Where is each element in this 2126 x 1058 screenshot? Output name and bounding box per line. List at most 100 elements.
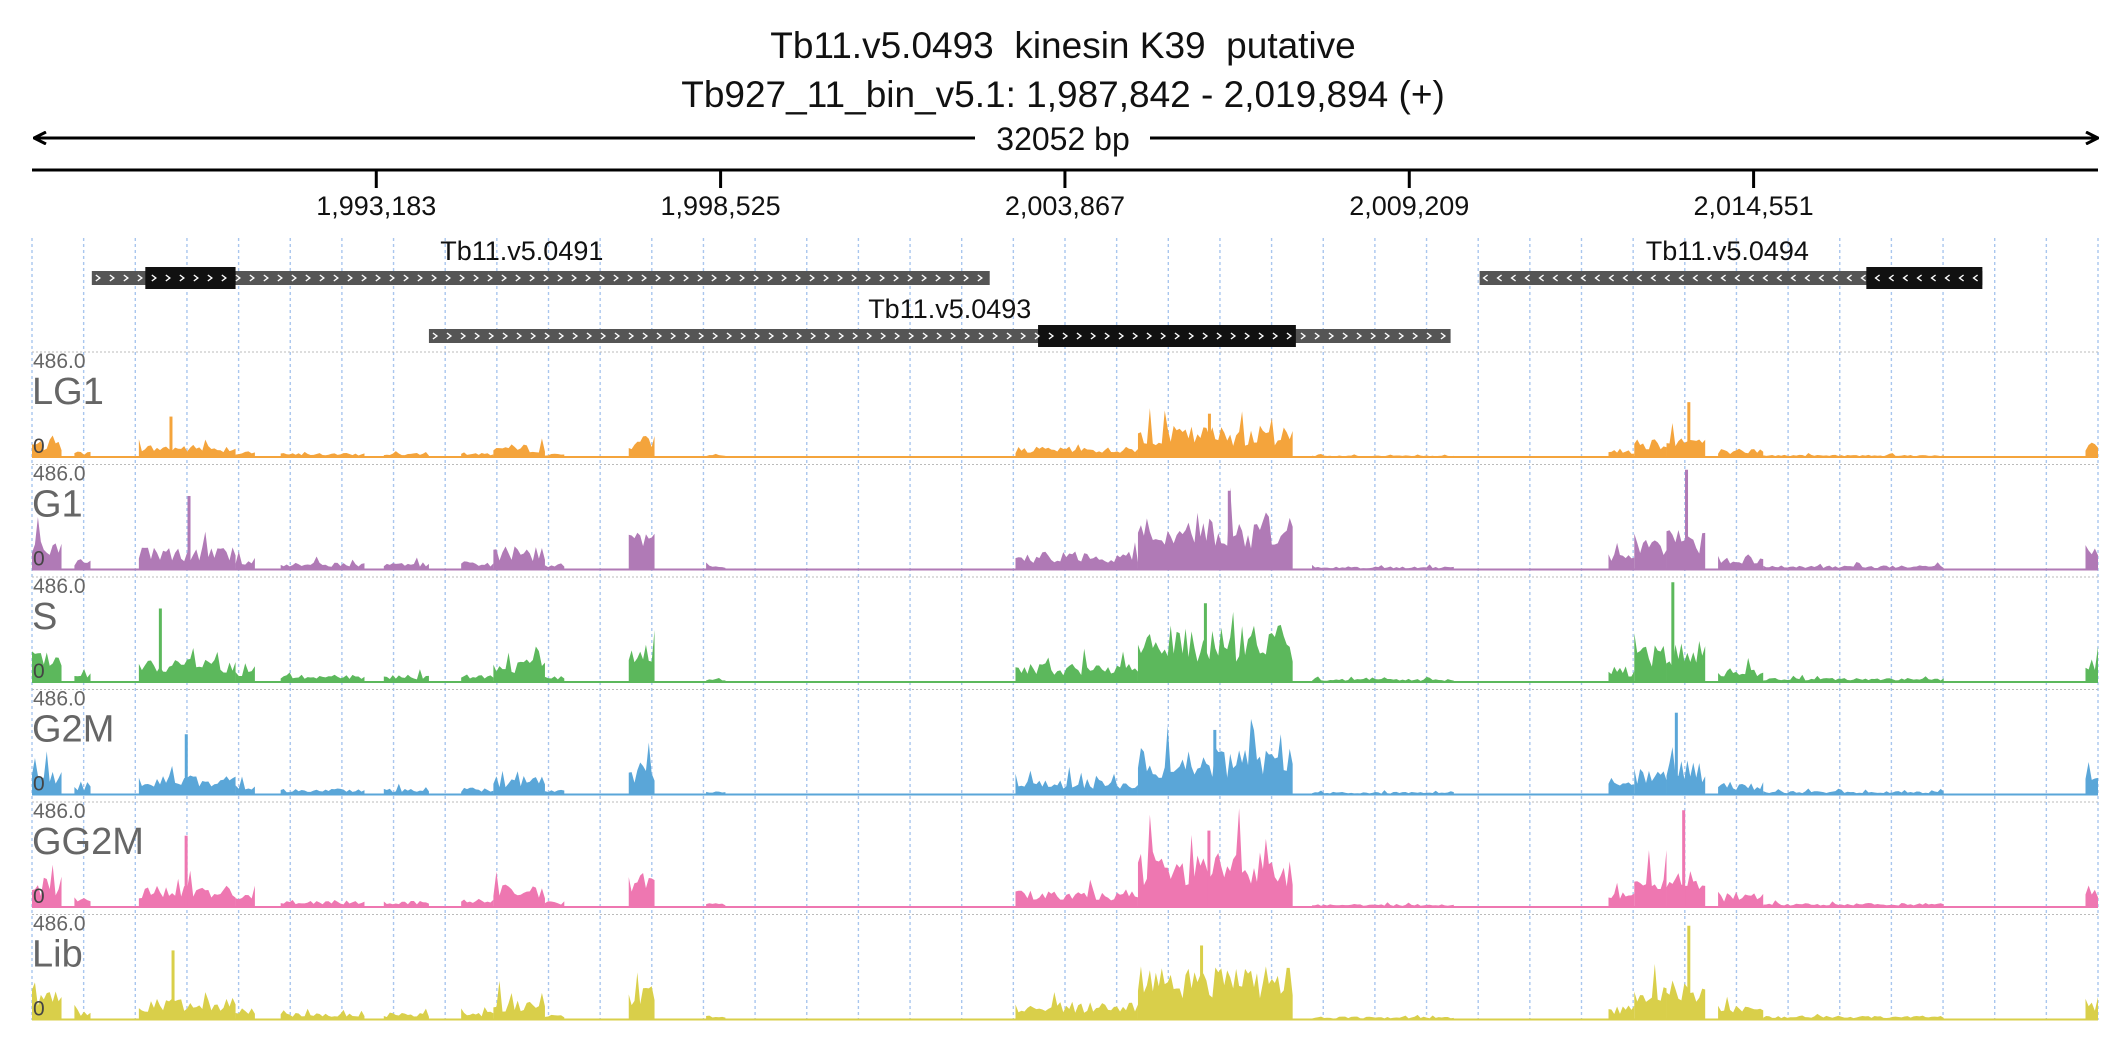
coverage-area [1608,542,1635,570]
coverage-area [1763,674,1944,682]
coverage-area [74,451,91,457]
track-ymin-label: 0 [33,773,45,796]
coverage-area [1718,996,1764,1020]
track-name: G1 [32,484,83,526]
coverage-area [32,751,62,795]
coverage-area [461,898,494,907]
coverage-area [1015,766,1138,795]
gene-model[interactable]: Tb11.v5.0494 [1479,236,1983,289]
coverage-area [32,516,62,570]
coverage-area [1763,900,1944,907]
gene-utr-bar [91,271,990,285]
coverage-area [235,885,255,907]
track-ymin-label: 0 [33,660,45,683]
ruler-tick-label: 2,009,209 [1349,191,1469,221]
track-name: S [32,596,57,638]
coverage-area [2085,442,2098,457]
coverage-area [628,972,655,1020]
track-ymax-label: 486.0 [33,913,86,936]
coverage-area [2085,545,2098,570]
coverage-area [461,561,494,570]
coverage-area [280,556,365,570]
coverage-area [1763,788,1944,795]
coverage-area [1137,808,1293,907]
coverage-area [706,562,726,570]
ruler-tick-label: 1,998,525 [661,191,781,221]
gene-cds-bar [145,267,236,289]
coverage-peak [171,950,175,1020]
coverage-area [280,672,365,682]
coverage-area [1634,768,1667,795]
coverage-peak [1213,729,1217,795]
coverage-peak [169,416,173,457]
coverage-area [383,451,429,457]
ruler-tick-label: 2,014,551 [1694,191,1814,221]
coverage-area [1634,850,1667,907]
coverage-area [74,897,91,907]
coverage-area [138,647,236,682]
coverage-area [1312,1014,1454,1020]
coverage-area [1634,633,1667,682]
gene-model[interactable]: Tb11.v5.0493 [428,294,1451,347]
gene-model[interactable]: Tb11.v5.0491 [91,236,990,289]
coverage-area [383,783,429,795]
figure-title: Tb11.v5.0493 kinesin K39 putative [770,25,1356,66]
gene-label: Tb11.v5.0493 [868,294,1031,324]
coverage-area [383,557,429,570]
coverage-peak [184,835,188,907]
coverage-peak [1685,469,1689,570]
coverage-area [1015,992,1138,1020]
coverage-area [2085,996,2098,1020]
coverage-peak [1203,603,1207,682]
coverage-area [74,781,91,795]
grid-lines [31,238,2099,1020]
strand-chevrons [1482,274,1979,282]
coverage-peak [158,608,162,682]
coverage-area [32,651,62,682]
coverage-area [280,899,365,907]
coverage-track-s: 486.0S 0 [32,575,2098,683]
coverage-area [1763,562,1944,570]
coverage-area [1718,891,1764,907]
coverage-area [628,742,655,795]
coverage-peak [1200,945,1204,1020]
ruler-ticks: 1,993,183 1,998,525 2,003,867 2,009,209 2,01… [316,170,1814,221]
coverage-area [628,532,655,570]
coverage-area [280,451,365,457]
coverage-area [1015,542,1138,570]
coverage-area [1608,777,1635,795]
coverage-area [628,436,655,457]
coverage-area [1718,657,1764,682]
coverage-area [544,901,565,907]
coverage-area [280,1008,365,1020]
coverage-area [1312,676,1454,682]
coverage-area [1763,1013,1944,1020]
track-ymax-label: 486.0 [33,800,86,823]
coverage-area [32,982,62,1020]
coverage-area [138,992,236,1020]
coverage-peak [184,734,188,795]
ruler-tick-label: 2,003,867 [1005,191,1125,221]
track-ymax-label: 486.0 [33,688,86,711]
coverage-area [32,435,62,457]
coverage-peak [187,496,191,570]
track-ymax-label: 486.0 [33,350,86,373]
gene-utr-bar [1479,271,1983,285]
coverage-area [235,663,255,682]
coverage-area [1666,980,1706,1020]
coverage-tracks: 486.0LG10486.0G10486.0S0486.0G2M0486.0GG… [32,350,2098,1021]
coverage-area [493,646,545,682]
gene-label: Tb11.v5.0494 [1646,236,1809,266]
coverage-area [2085,646,2098,682]
coverage-area [1015,444,1138,457]
coverage-area [235,551,255,570]
coverage-area [1015,648,1138,682]
coverage-area [235,1008,255,1020]
coverage-area [461,452,494,457]
span-length-label: 32052 bp [996,121,1129,157]
coverage-area [1608,448,1635,457]
coverage-area [280,788,365,795]
coverage-area [2085,761,2098,795]
coverage-area [493,438,545,457]
